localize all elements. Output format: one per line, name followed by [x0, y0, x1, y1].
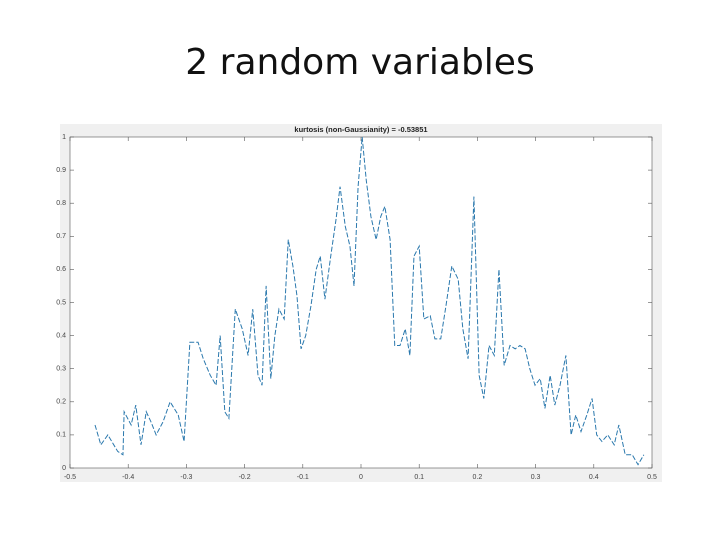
y-tick-label: 0.9	[56, 167, 66, 174]
x-tick-label: -0.1	[297, 474, 309, 481]
y-tick-label: 0.8	[56, 200, 66, 207]
y-tick-label: 0.1	[56, 432, 66, 439]
x-tick-label: -0.4	[122, 474, 134, 481]
line-series	[94, 136, 645, 466]
x-tick-label: 0.3	[531, 474, 541, 481]
x-tick-label: -0.5	[64, 474, 76, 481]
x-tick-label: 0	[359, 474, 363, 481]
x-tick-label: 0.1	[414, 474, 424, 481]
y-tick-label: 0.7	[56, 233, 66, 240]
y-tick-label: 0.2	[56, 399, 66, 406]
x-tick-label: 0.2	[473, 474, 483, 481]
x-tick-label: 0.4	[589, 474, 599, 481]
y-tick-label: 1	[62, 134, 66, 141]
x-tick-label: -0.3	[180, 474, 192, 481]
y-tick-label: 0	[62, 465, 66, 472]
y-tick-label: 0.4	[56, 332, 66, 339]
chart-title: kurtosis (non-Gaussianity) = -0.53851	[294, 125, 427, 134]
y-tick-label: 0.5	[56, 299, 66, 306]
slide-title: 2 random variables	[185, 42, 535, 83]
y-tick-label: 0.6	[56, 266, 66, 273]
x-tick-label: 0.5	[647, 474, 657, 481]
y-tick-label: 0.3	[56, 366, 66, 373]
x-tick-label: -0.2	[239, 474, 251, 481]
plot-area	[69, 136, 653, 469]
